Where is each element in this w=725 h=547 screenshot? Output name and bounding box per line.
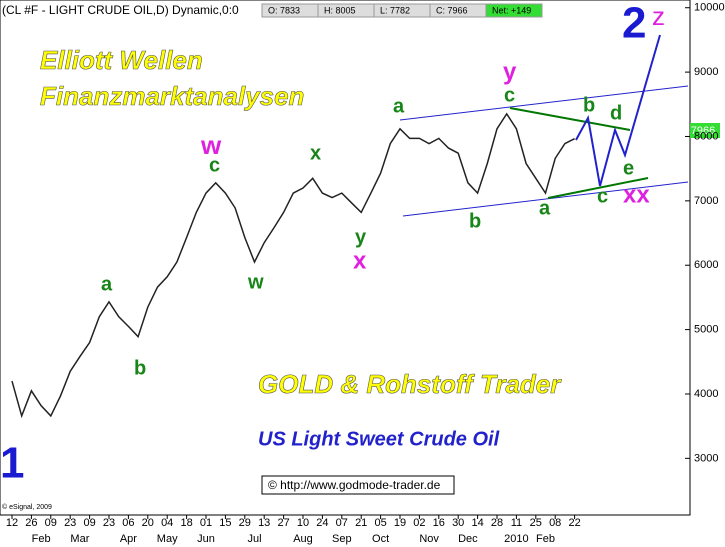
quote: Net: +149 — [492, 5, 531, 15]
price-tag-label: 7966 — [691, 125, 715, 137]
x-tick-label: 21 — [355, 517, 367, 529]
quote: H: 8005 — [324, 5, 356, 15]
quote: C: 7966 — [436, 5, 468, 15]
y-tick-label: 7000 — [694, 195, 718, 207]
y-tick-label: 3000 — [694, 452, 718, 464]
month-label: May — [157, 533, 178, 545]
wave-label: c — [597, 185, 608, 207]
month-label: Sep — [332, 533, 352, 545]
wave-label: 1 — [0, 439, 24, 488]
wave-label: b — [583, 94, 595, 116]
x-tick-label: 16 — [433, 517, 445, 529]
wave-label: y — [355, 226, 367, 248]
x-tick-label: 23 — [64, 517, 76, 529]
annotation: © http://www.godmode-trader.de — [268, 478, 441, 492]
quote: L: 7782 — [380, 5, 410, 15]
x-tick-label: 24 — [316, 517, 328, 529]
wave-label: e — [623, 157, 634, 179]
annotation: GOLD & Rohstoff Trader — [258, 369, 562, 399]
x-tick-label: 08 — [549, 517, 561, 529]
wave-label: b — [469, 210, 481, 232]
x-tick-label: 19 — [394, 517, 406, 529]
wave-label: b — [134, 357, 146, 379]
x-tick-label: 01 — [200, 517, 212, 529]
wave-label: x — [353, 247, 367, 274]
price-line — [11, 112, 575, 419]
x-tick-label: 09 — [45, 517, 57, 529]
x-tick-label: 18 — [180, 517, 192, 529]
y-tick-label: 6000 — [694, 259, 718, 271]
wave-label: z — [652, 1, 665, 31]
wave-label: 2 — [622, 0, 646, 48]
month-label: Aug — [293, 533, 313, 545]
x-tick-label: 27 — [277, 517, 289, 529]
month-label: Feb — [536, 533, 555, 545]
x-tick-label: 25 — [530, 517, 542, 529]
wave-label: x — [310, 142, 321, 164]
wave-label: w — [247, 271, 264, 293]
x-tick-label: 29 — [239, 517, 251, 529]
wave-label: a — [539, 197, 551, 219]
y-tick-label: 4000 — [694, 388, 718, 400]
channel-line — [402, 181, 689, 217]
x-tick-label: 23 — [103, 517, 115, 529]
annotation: Elliott Wellen — [40, 45, 203, 75]
annotation: US Light Sweet Crude Oil — [258, 428, 500, 450]
month-label: Jul — [247, 533, 261, 545]
projection — [575, 34, 661, 187]
x-tick-label: 20 — [142, 517, 154, 529]
y-tick-label: 5000 — [694, 324, 718, 336]
month-label: Mar — [70, 533, 89, 545]
channel-line — [399, 85, 689, 121]
wave-label: d — [610, 102, 622, 124]
wave-label: c — [504, 84, 515, 106]
x-tick-label: 02 — [413, 517, 425, 529]
price-tag — [690, 123, 720, 138]
month-label: Jun — [197, 533, 215, 545]
wave-label: a — [393, 95, 405, 117]
wave-label: a — [101, 273, 113, 295]
x-tick-label: 10 — [297, 517, 309, 529]
x-tick-label: 09 — [83, 517, 95, 529]
x-tick-label: 14 — [471, 517, 483, 529]
x-tick-label: 26 — [25, 517, 37, 529]
quote-box — [485, 3, 543, 18]
quote: O: 7833 — [268, 5, 300, 15]
x-tick-label: 04 — [161, 517, 173, 529]
wave-label: c — [209, 154, 220, 176]
month-label: Dec — [458, 533, 478, 545]
y-tick-label: 9000 — [694, 66, 718, 78]
x-tick-label: 12 — [6, 517, 18, 529]
month-label: Oct — [372, 533, 389, 545]
month-label: Apr — [120, 533, 137, 545]
x-tick-label: 28 — [491, 517, 503, 529]
url-box — [261, 475, 455, 495]
x-tick-label: 13 — [258, 517, 270, 529]
y-tick-label: 8000 — [694, 130, 718, 142]
month-label: Nov — [419, 533, 439, 545]
wave-label: y — [503, 58, 517, 85]
annotation: Finanzmarktanalysen — [40, 81, 304, 111]
x-tick-label: 30 — [452, 517, 464, 529]
chart-title: (CL #F - LIGHT CRUDE OIL,D) Dynamic,0:0 — [2, 3, 239, 17]
wave-label: w — [200, 130, 222, 160]
trend-line — [509, 107, 631, 131]
trend-line — [547, 177, 649, 199]
x-tick-label: 11 — [511, 517, 522, 529]
wave-label: xx — [623, 181, 650, 208]
plot-area — [0, 0, 691, 516]
x-tick-label: 05 — [374, 517, 386, 529]
month-label: 2010 — [504, 533, 528, 545]
x-tick-label: 15 — [219, 517, 231, 529]
x-tick-label: 06 — [122, 517, 134, 529]
quote-bar: O: 7833 H: 8005 L: 7782 C: 7966 Net: +14… — [261, 3, 543, 18]
month-label: Feb — [32, 533, 51, 545]
y-tick-label: 10000 — [694, 2, 725, 14]
x-tick-label: 07 — [336, 517, 348, 529]
x-tick-label: 22 — [568, 517, 580, 529]
annotation: © eSignal, 2009 — [2, 503, 52, 511]
